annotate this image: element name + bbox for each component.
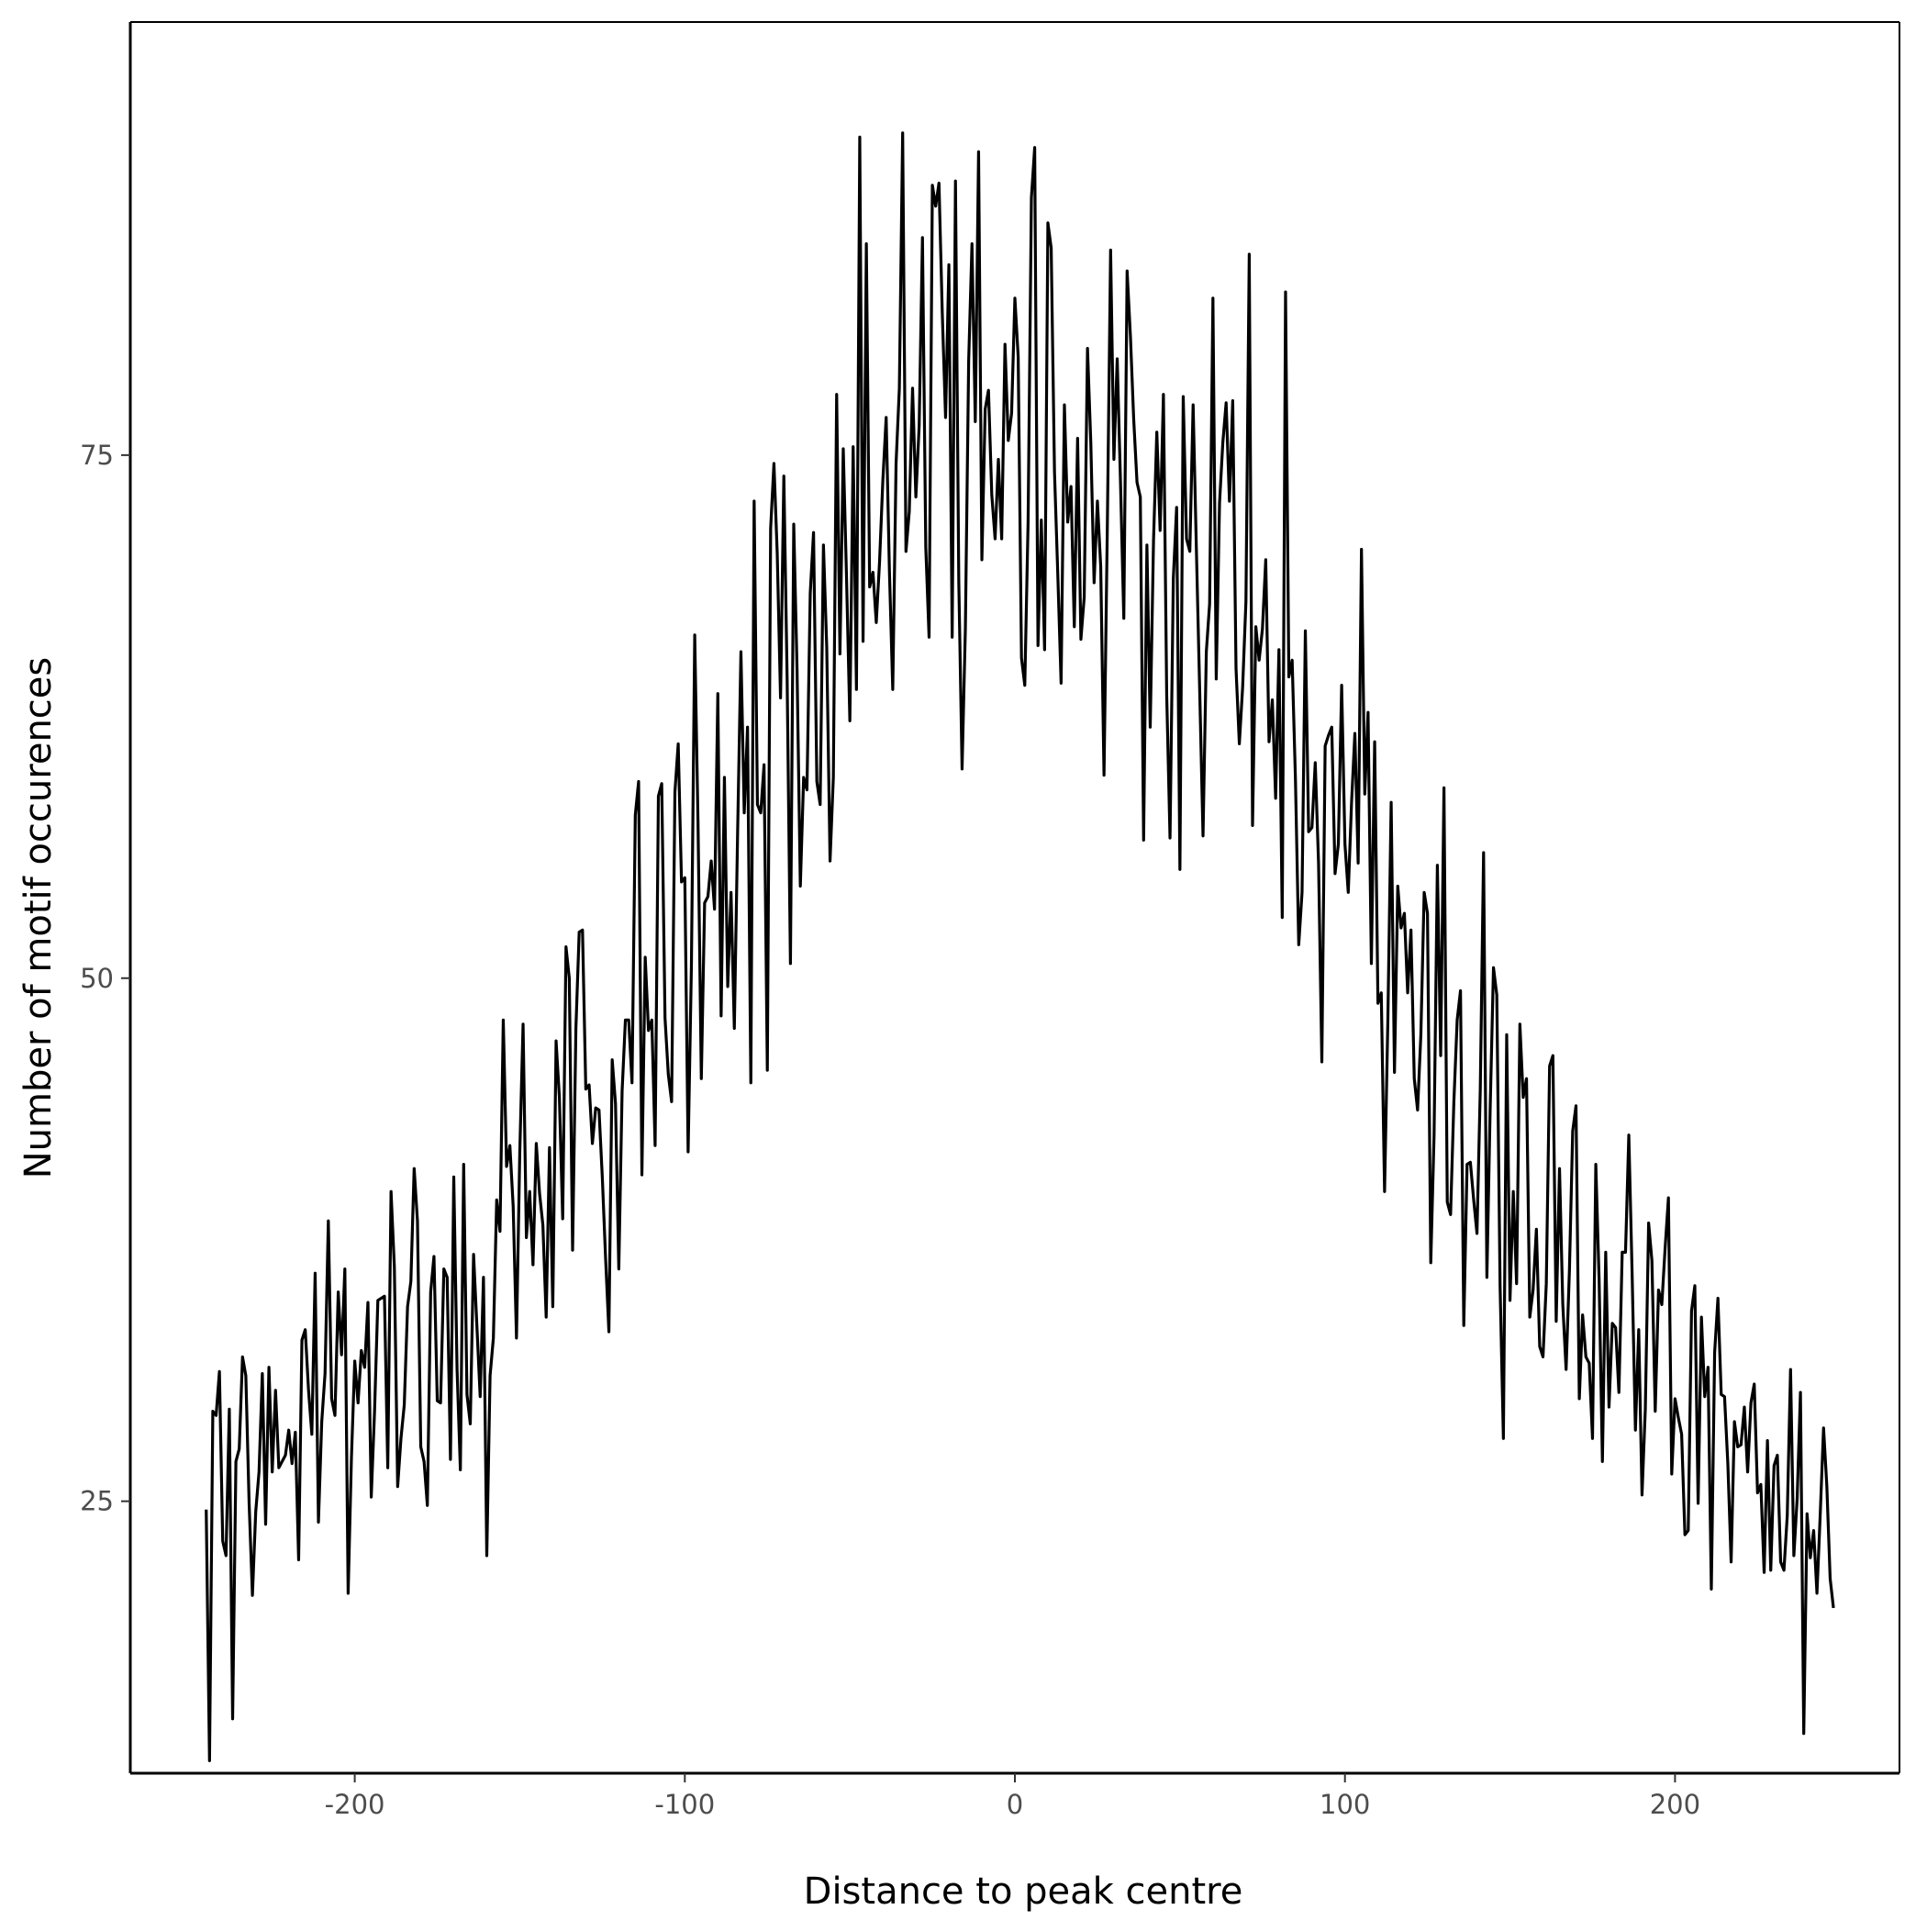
y-tick-label: 25 <box>80 1486 114 1517</box>
x-tick-label: 200 <box>1650 1789 1700 1820</box>
series-layer <box>205 131 1835 1762</box>
x-tick-label: -100 <box>654 1789 715 1820</box>
x-tick-label: 0 <box>1007 1789 1023 1820</box>
y-tick-label: 50 <box>80 963 114 994</box>
x-tick-label: -200 <box>325 1789 385 1820</box>
axes-layer <box>128 21 1900 1775</box>
series-line <box>205 131 1835 1762</box>
x-tick-label: 100 <box>1320 1789 1370 1820</box>
ticks-layer: -200 -100 0 100 200 25 50 75 <box>80 440 1700 1820</box>
y-tick-label: 75 <box>80 440 114 471</box>
x-axis-title: Distance to peak centre <box>804 1871 1243 1913</box>
y-axis-title: Number of motif occurences <box>17 657 60 1178</box>
